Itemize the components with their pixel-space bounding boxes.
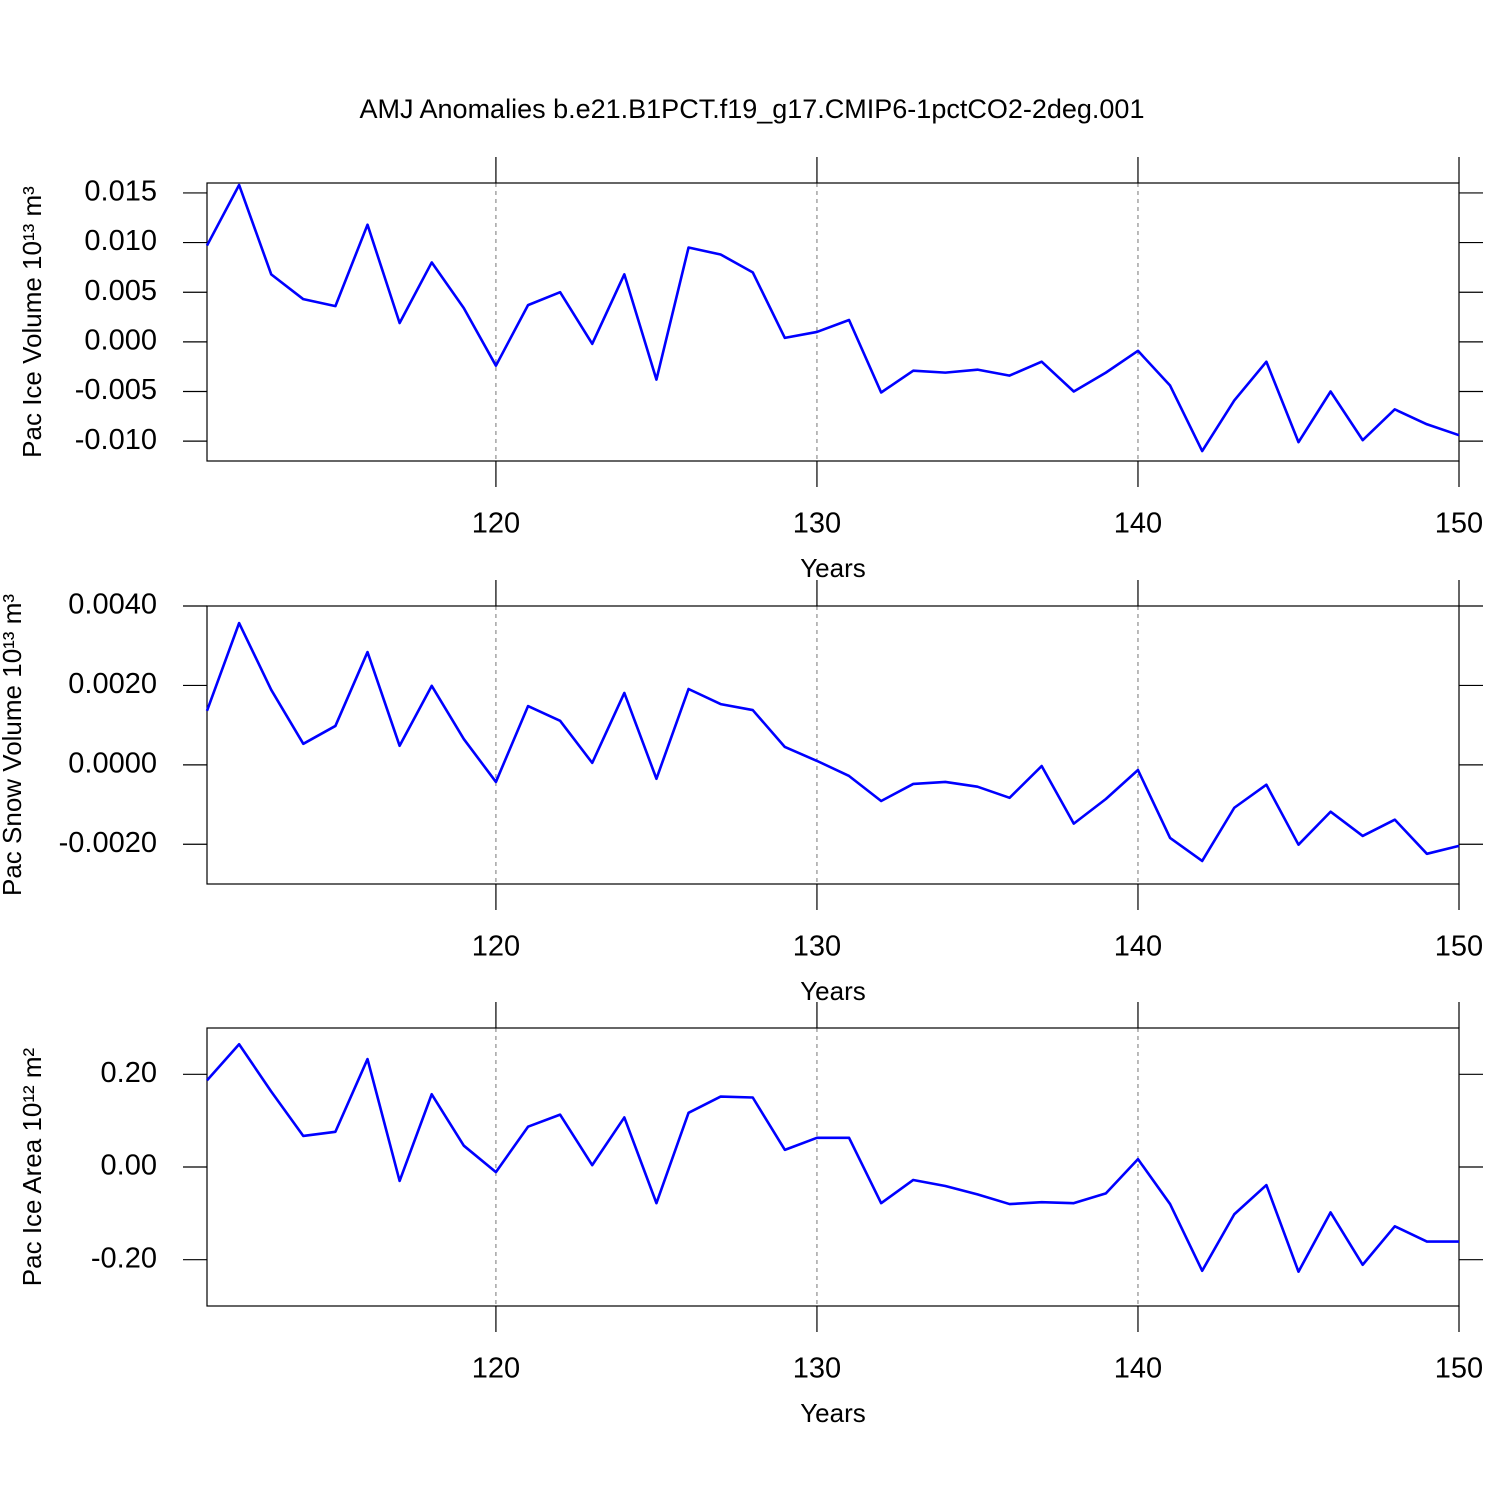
- y-tick-label: 0.00: [101, 1150, 157, 1182]
- data-line: [206, 1042, 1459, 1274]
- x-tick-label: 150: [1435, 508, 1483, 540]
- y-axis-label: Pac Snow Volume 10¹³ m³: [0, 594, 27, 896]
- chart-title: AMJ Anomalies b.e21.B1PCT.f19_g17.CMIP6-…: [360, 94, 1145, 124]
- x-tick-label: 140: [1114, 508, 1162, 540]
- y-axis-label: Pac Ice Area 10¹² m²: [17, 1047, 47, 1286]
- x-tick-label: 140: [1114, 1353, 1162, 1385]
- x-axis-label: Years: [800, 1398, 866, 1428]
- y-tick-label: 0.005: [84, 275, 157, 307]
- x-tick-label: 130: [793, 931, 841, 963]
- y-tick-label: -0.20: [91, 1242, 157, 1274]
- x-tick-label: 140: [1114, 931, 1162, 963]
- x-tick-label: 150: [1435, 931, 1483, 963]
- y-axis-label: Pac Ice Volume 10¹³ m³: [17, 186, 47, 458]
- x-tick-label: 120: [472, 1353, 520, 1385]
- y-tick-label: 0.010: [84, 225, 157, 257]
- y-tick-label: 0.015: [84, 176, 157, 208]
- y-tick-label: -0.005: [75, 374, 157, 406]
- plot-frame: [206, 182, 1460, 462]
- y-tick-label: 0.0040: [68, 589, 157, 621]
- y-tick-label: 0.0000: [68, 748, 157, 780]
- x-tick-label: 130: [793, 1353, 841, 1385]
- y-tick-label: 0.20: [101, 1057, 157, 1089]
- x-axis-label: Years: [800, 553, 866, 583]
- data-line: [205, 183, 1460, 453]
- x-tick-label: 130: [793, 508, 841, 540]
- x-tick-label: 150: [1435, 1353, 1483, 1385]
- x-tick-label: 120: [472, 508, 520, 540]
- y-tick-label: 0.000: [84, 325, 157, 357]
- data-line: [205, 621, 1460, 863]
- y-tick-label: -0.0020: [59, 827, 157, 859]
- y-tick-label: -0.010: [75, 424, 157, 456]
- x-tick-label: 120: [472, 931, 520, 963]
- plot-frame: [206, 605, 1460, 885]
- x-axis-label: Years: [800, 976, 866, 1006]
- y-tick-label: 0.0020: [68, 668, 157, 700]
